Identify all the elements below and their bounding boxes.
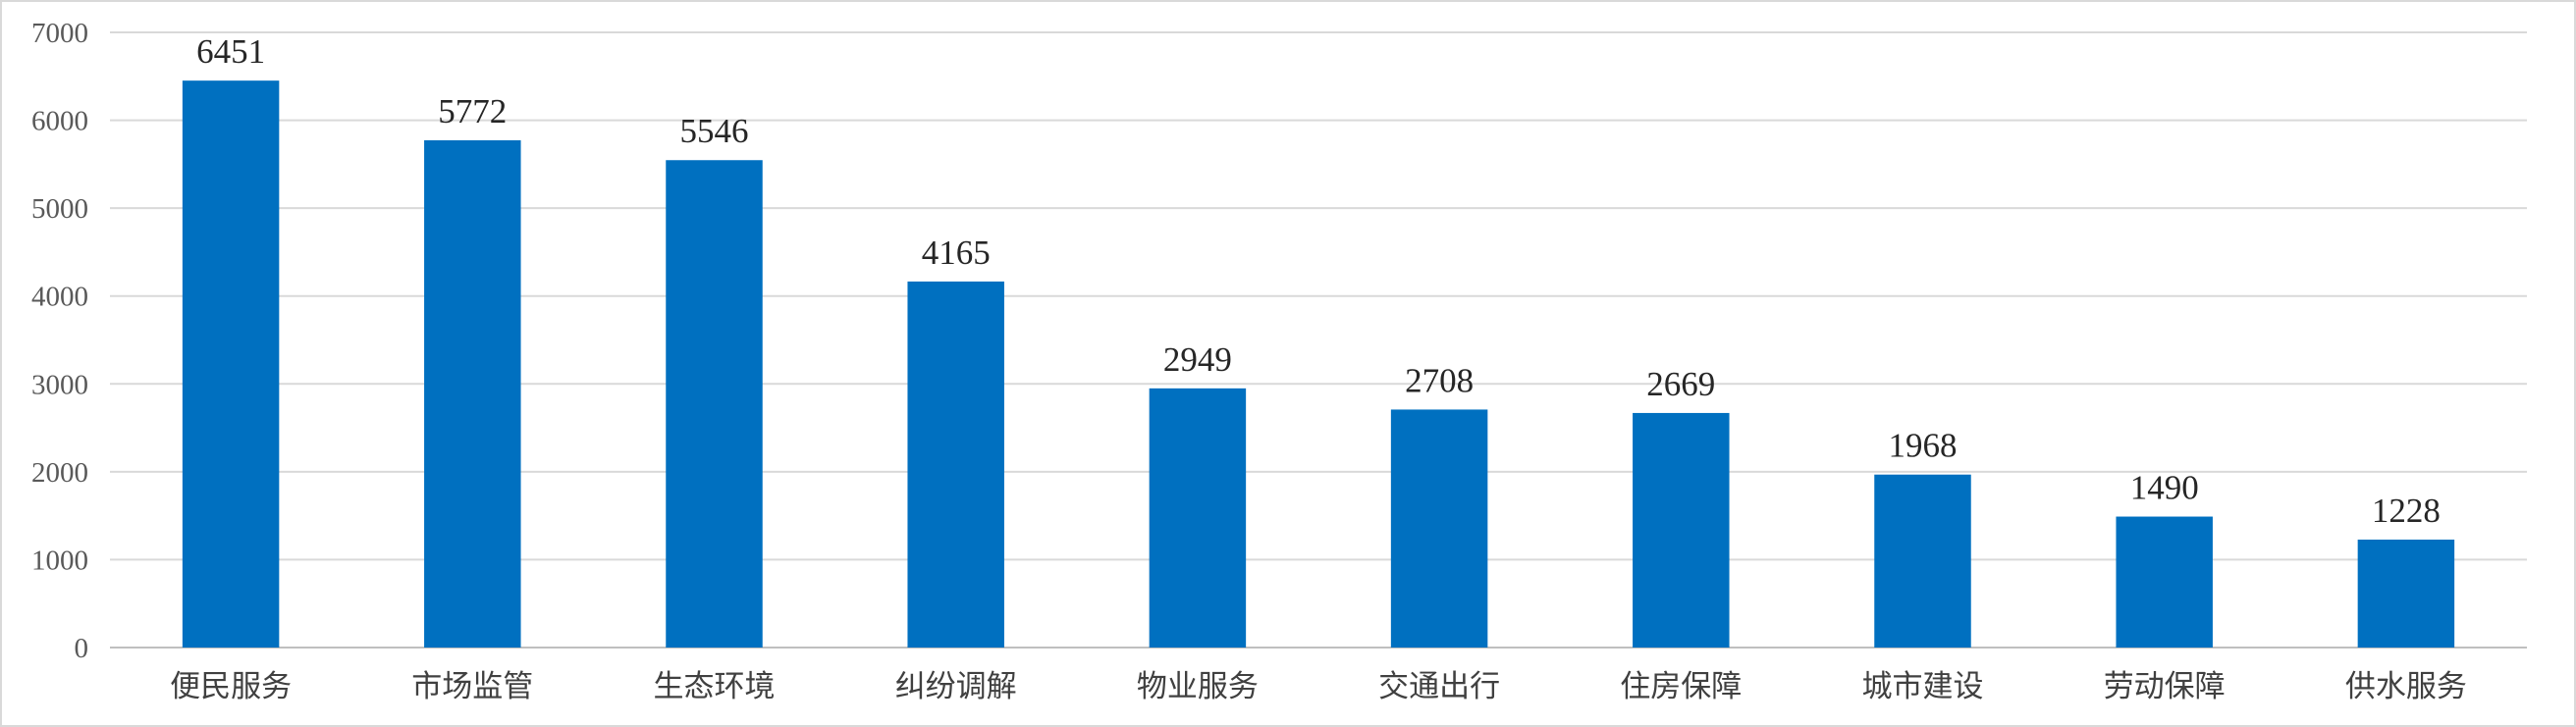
bar xyxy=(2116,516,2213,648)
bars xyxy=(182,80,2455,649)
y-tick-label: 7000 xyxy=(31,18,88,49)
data-label: 6451 xyxy=(196,32,265,71)
bar xyxy=(1149,388,1247,648)
data-label: 1968 xyxy=(1889,427,1958,465)
y-tick-label: 6000 xyxy=(31,106,88,137)
bar xyxy=(907,281,1004,648)
x-tick-label: 城市建设 xyxy=(1862,669,1984,704)
x-tick-label: 生态环境 xyxy=(654,669,776,704)
x-tick-label: 纠纷调解 xyxy=(895,669,1017,704)
data-label: 4165 xyxy=(922,234,991,272)
y-tick-label: 5000 xyxy=(31,193,88,225)
y-tick-label: 0 xyxy=(75,633,89,664)
bar xyxy=(182,80,280,649)
data-label: 2949 xyxy=(1163,340,1232,379)
x-tick-label: 交通出行 xyxy=(1378,669,1500,704)
bar xyxy=(424,139,521,648)
x-tick-label: 便民服务 xyxy=(170,669,292,704)
y-tick-label: 3000 xyxy=(31,369,88,400)
y-tick-label: 1000 xyxy=(31,545,88,576)
bar xyxy=(1633,412,1730,648)
x-tick-label: 市场监管 xyxy=(411,669,533,704)
x-tick-label: 供水服务 xyxy=(2345,669,2467,704)
bar xyxy=(666,160,763,648)
y-axis-tick-labels: 0 1000 2000 3000 4000 5000 6000 7000 xyxy=(31,18,88,664)
x-tick-label: 住房保障 xyxy=(1620,669,1742,704)
x-axis-category-labels: 便民服务 市场监管 生态环境 纠纷调解 物业服务 交通出行 住房保障 城市建设 劳动保障 供水服务 xyxy=(170,669,2467,704)
bar xyxy=(2357,540,2455,648)
bar xyxy=(1874,474,1971,648)
x-tick-label: 劳动保障 xyxy=(2104,669,2226,704)
data-label: 2708 xyxy=(1405,361,1474,399)
y-tick-label: 2000 xyxy=(31,457,88,489)
data-label: 5772 xyxy=(438,92,507,130)
data-label: 1228 xyxy=(2372,492,2441,530)
data-label: 2669 xyxy=(1646,365,1715,403)
x-tick-label: 物业服务 xyxy=(1137,669,1259,704)
bar xyxy=(1390,409,1488,648)
data-label: 1490 xyxy=(2130,469,2199,507)
y-tick-label: 4000 xyxy=(31,282,88,313)
data-labels: 6451 5772 5546 4165 2949 2708 2669 1968 1490 1228 xyxy=(196,32,2441,530)
data-label: 5546 xyxy=(680,112,749,150)
